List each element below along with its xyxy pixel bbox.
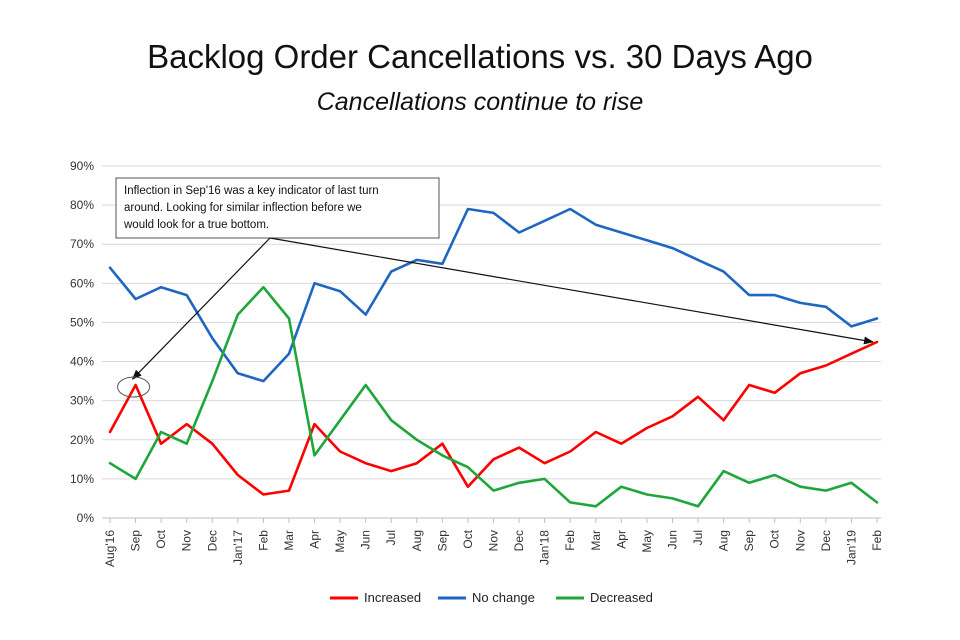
y-tick-label: 80%	[70, 198, 94, 212]
series-line-no-change	[108, 207, 879, 383]
x-tick-label: Oct	[461, 529, 475, 548]
x-tick-label: Jul	[384, 530, 398, 545]
y-tick-label: 60%	[70, 276, 94, 290]
legend-label: Decreased	[590, 590, 653, 605]
x-tick-label: Oct	[154, 529, 168, 548]
x-tick-label: Nov	[487, 530, 501, 551]
chart-title: Backlog Order Cancellations vs. 30 Days …	[147, 38, 813, 75]
x-tick-label: Mar	[282, 530, 296, 551]
x-tick-label: Nov	[180, 530, 194, 551]
series-line-decreased	[108, 285, 879, 508]
x-tick-label: May	[333, 530, 347, 553]
y-tick-label: 90%	[70, 159, 94, 173]
annotation-arrow-right	[269, 237, 874, 345]
x-tick-label: Jan'17	[231, 530, 245, 565]
legend: Increased No change Decreased	[330, 590, 653, 605]
x-tick-label: Dec	[819, 530, 833, 551]
y-tick-label: 40%	[70, 355, 94, 369]
x-tick-label: Jul	[691, 530, 705, 545]
x-tick-label: Dec	[512, 530, 526, 551]
x-tick-label: Jun	[665, 530, 679, 549]
y-axis-tick-labels: 0% 10% 20% 30% 40% 50% 60% 70% 80% 90%	[70, 159, 94, 525]
series-line-increased	[108, 340, 879, 496]
annotation-line: Inflection in Sep'16 was a key indicator…	[124, 185, 379, 197]
x-tick-label: Jan'18	[538, 530, 552, 565]
x-tick-label: Nov	[793, 530, 807, 551]
y-tick-label: 70%	[70, 237, 94, 251]
x-tick-label: Feb	[563, 530, 577, 551]
x-tick-label: Dec	[205, 530, 219, 551]
x-tick-label: Feb	[256, 530, 270, 551]
x-tick-label: Sep	[435, 530, 449, 552]
annotation-box	[115, 177, 440, 239]
highlight-circle	[117, 376, 151, 398]
x-tick-label: Apr	[308, 530, 322, 549]
legend-label: No change	[472, 590, 535, 605]
x-tick-label: Jun	[359, 530, 373, 549]
x-tick-label: Aug	[410, 530, 424, 551]
x-tick-label: Aug	[717, 530, 731, 551]
x-tick-label: Aug'16	[103, 530, 117, 567]
annotation-line: would look for a true bottom.	[123, 219, 269, 231]
series-lines	[108, 207, 879, 508]
x-tick-label: Feb	[870, 530, 884, 551]
annotation: Inflection in Sep'16 was a key indicator…	[115, 177, 874, 398]
x-axis-tick-labels: Aug'16 Sep Oct Nov Dec Jan'17 Feb Mar Apr May Jun J…	[103, 529, 884, 567]
y-tick-label: 50%	[70, 315, 94, 329]
legend-label: Increased	[364, 590, 421, 605]
x-tick-label: Sep	[129, 530, 143, 552]
x-tick-label: Mar	[589, 530, 603, 551]
annotation-arrow-left	[131, 237, 271, 380]
chart-subtitle: Cancellations continue to rise	[316, 88, 644, 116]
x-tick-label: Oct	[768, 529, 782, 548]
y-tick-label: 30%	[70, 394, 94, 408]
x-tick-label: Sep	[742, 530, 756, 552]
gridlines	[102, 165, 881, 519]
y-tick-label: 10%	[70, 472, 94, 486]
y-tick-label: 20%	[70, 433, 94, 447]
x-axis-ticks	[109, 518, 878, 523]
x-tick-label: Jan'19	[844, 530, 858, 565]
annotation-line: around. Looking for similar inflection b…	[124, 202, 362, 214]
y-tick-label: 0%	[77, 511, 95, 525]
x-tick-label: May	[640, 530, 654, 553]
x-tick-label: Apr	[614, 530, 628, 549]
